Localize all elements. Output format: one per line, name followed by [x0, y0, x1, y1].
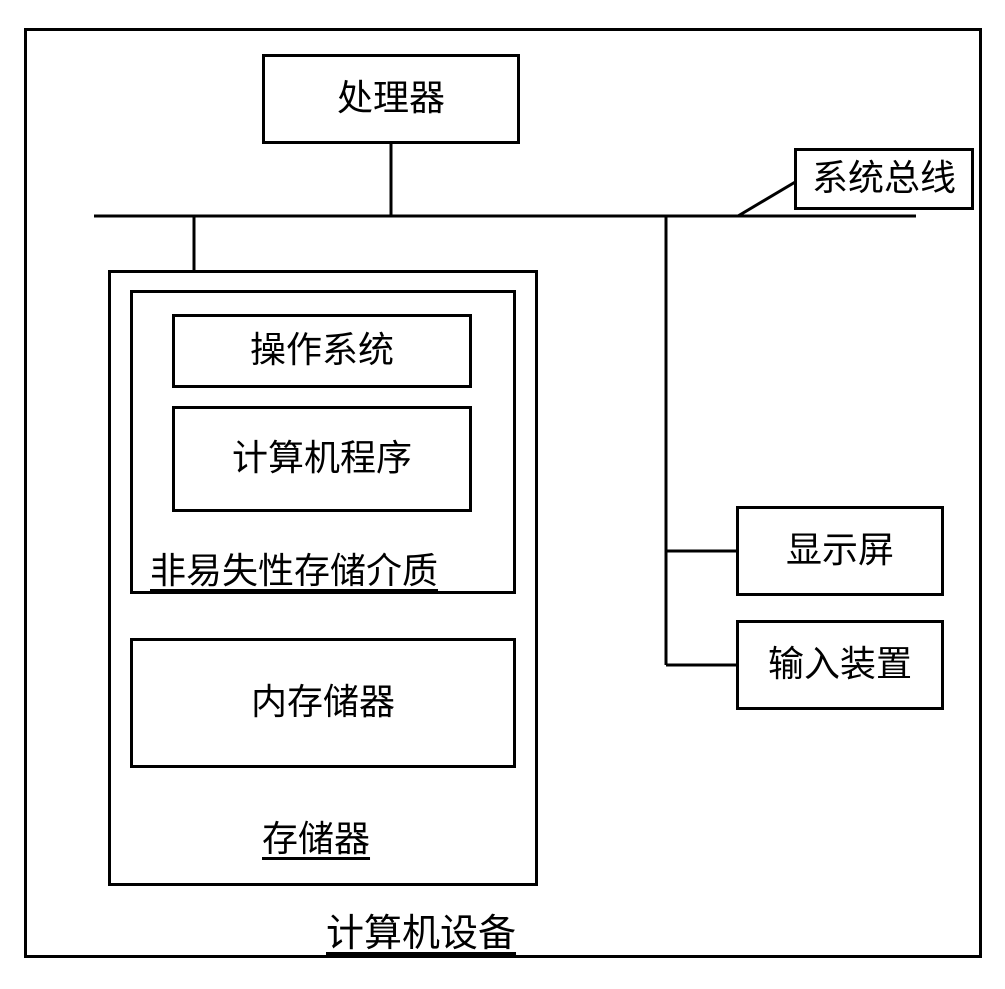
program-label: 计算机程序: [232, 437, 412, 480]
input-box: 输入装置: [736, 620, 944, 710]
nv-medium-caption: 非易失性存储介质: [150, 542, 438, 594]
input-label: 输入装置: [768, 643, 912, 686]
ram-box: 内存储器: [130, 638, 516, 768]
device-caption-text: 计算机设备: [326, 913, 516, 955]
processor-label: 处理器: [337, 77, 445, 120]
nv-medium-caption-text: 非易失性存储介质: [150, 551, 438, 591]
ram-label: 内存储器: [251, 681, 395, 724]
os-box: 操作系统: [172, 314, 472, 388]
storage-caption-text: 存储器: [262, 819, 370, 859]
display-box: 显示屏: [736, 506, 944, 596]
program-box: 计算机程序: [172, 406, 472, 512]
os-label: 操作系统: [250, 329, 394, 372]
storage-caption: 存储器: [262, 810, 370, 862]
processor-box: 处理器: [262, 54, 520, 144]
bus-label-text: 系统总线: [812, 157, 956, 200]
display-label: 显示屏: [786, 529, 894, 572]
bus-label-box: 系统总线: [794, 148, 974, 210]
device-caption: 计算机设备: [326, 902, 516, 957]
